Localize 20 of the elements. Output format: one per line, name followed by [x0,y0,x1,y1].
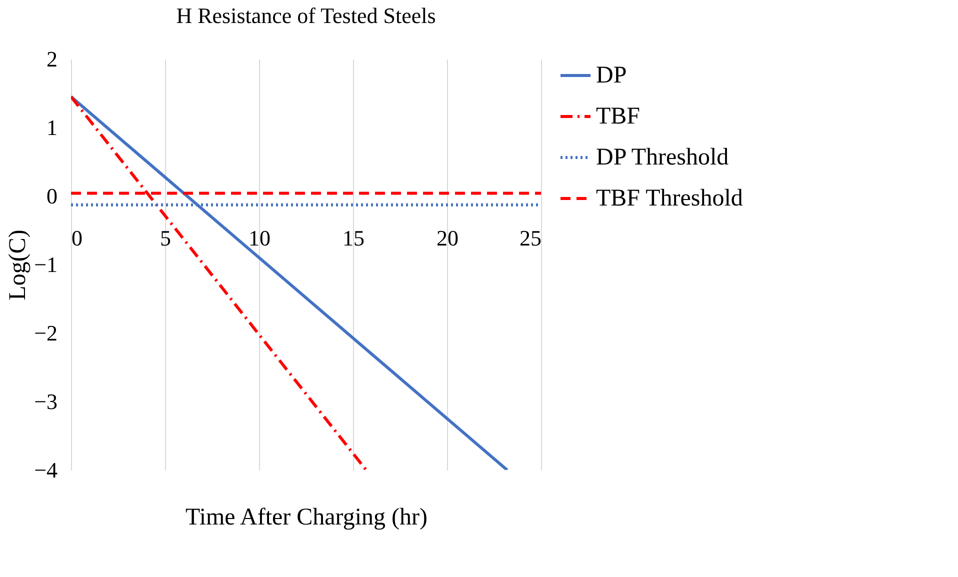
x-tick-label: 15 [342,226,364,250]
x-axis-title: Time After Charging (hr) [186,504,428,530]
legend-label: TBF Threshold [596,186,743,212]
y-tick-label: −2 [34,320,58,346]
legend-label: DP Threshold [596,144,729,170]
legend-label: DP [596,62,627,88]
y-axis-title: Log(C) [5,230,32,300]
y-tick-label: 0 [46,184,58,208]
x-tick-label: 10 [248,226,270,250]
y-tick-label: 2 [46,46,58,72]
chart-title: H Resistance of Tested Steels [176,3,436,28]
y-tick-label: −4 [34,458,58,482]
x-tick-label: 25 [520,226,542,250]
x-tick-label: 0 [72,226,82,250]
legend-label: TBF [596,104,640,130]
y-tick-label: 1 [46,115,58,140]
y-tick-label: −3 [34,389,58,414]
x-tick-label: 5 [160,226,171,250]
y-tick-label: −1 [34,252,58,277]
x-tick-label: 20 [436,226,458,250]
